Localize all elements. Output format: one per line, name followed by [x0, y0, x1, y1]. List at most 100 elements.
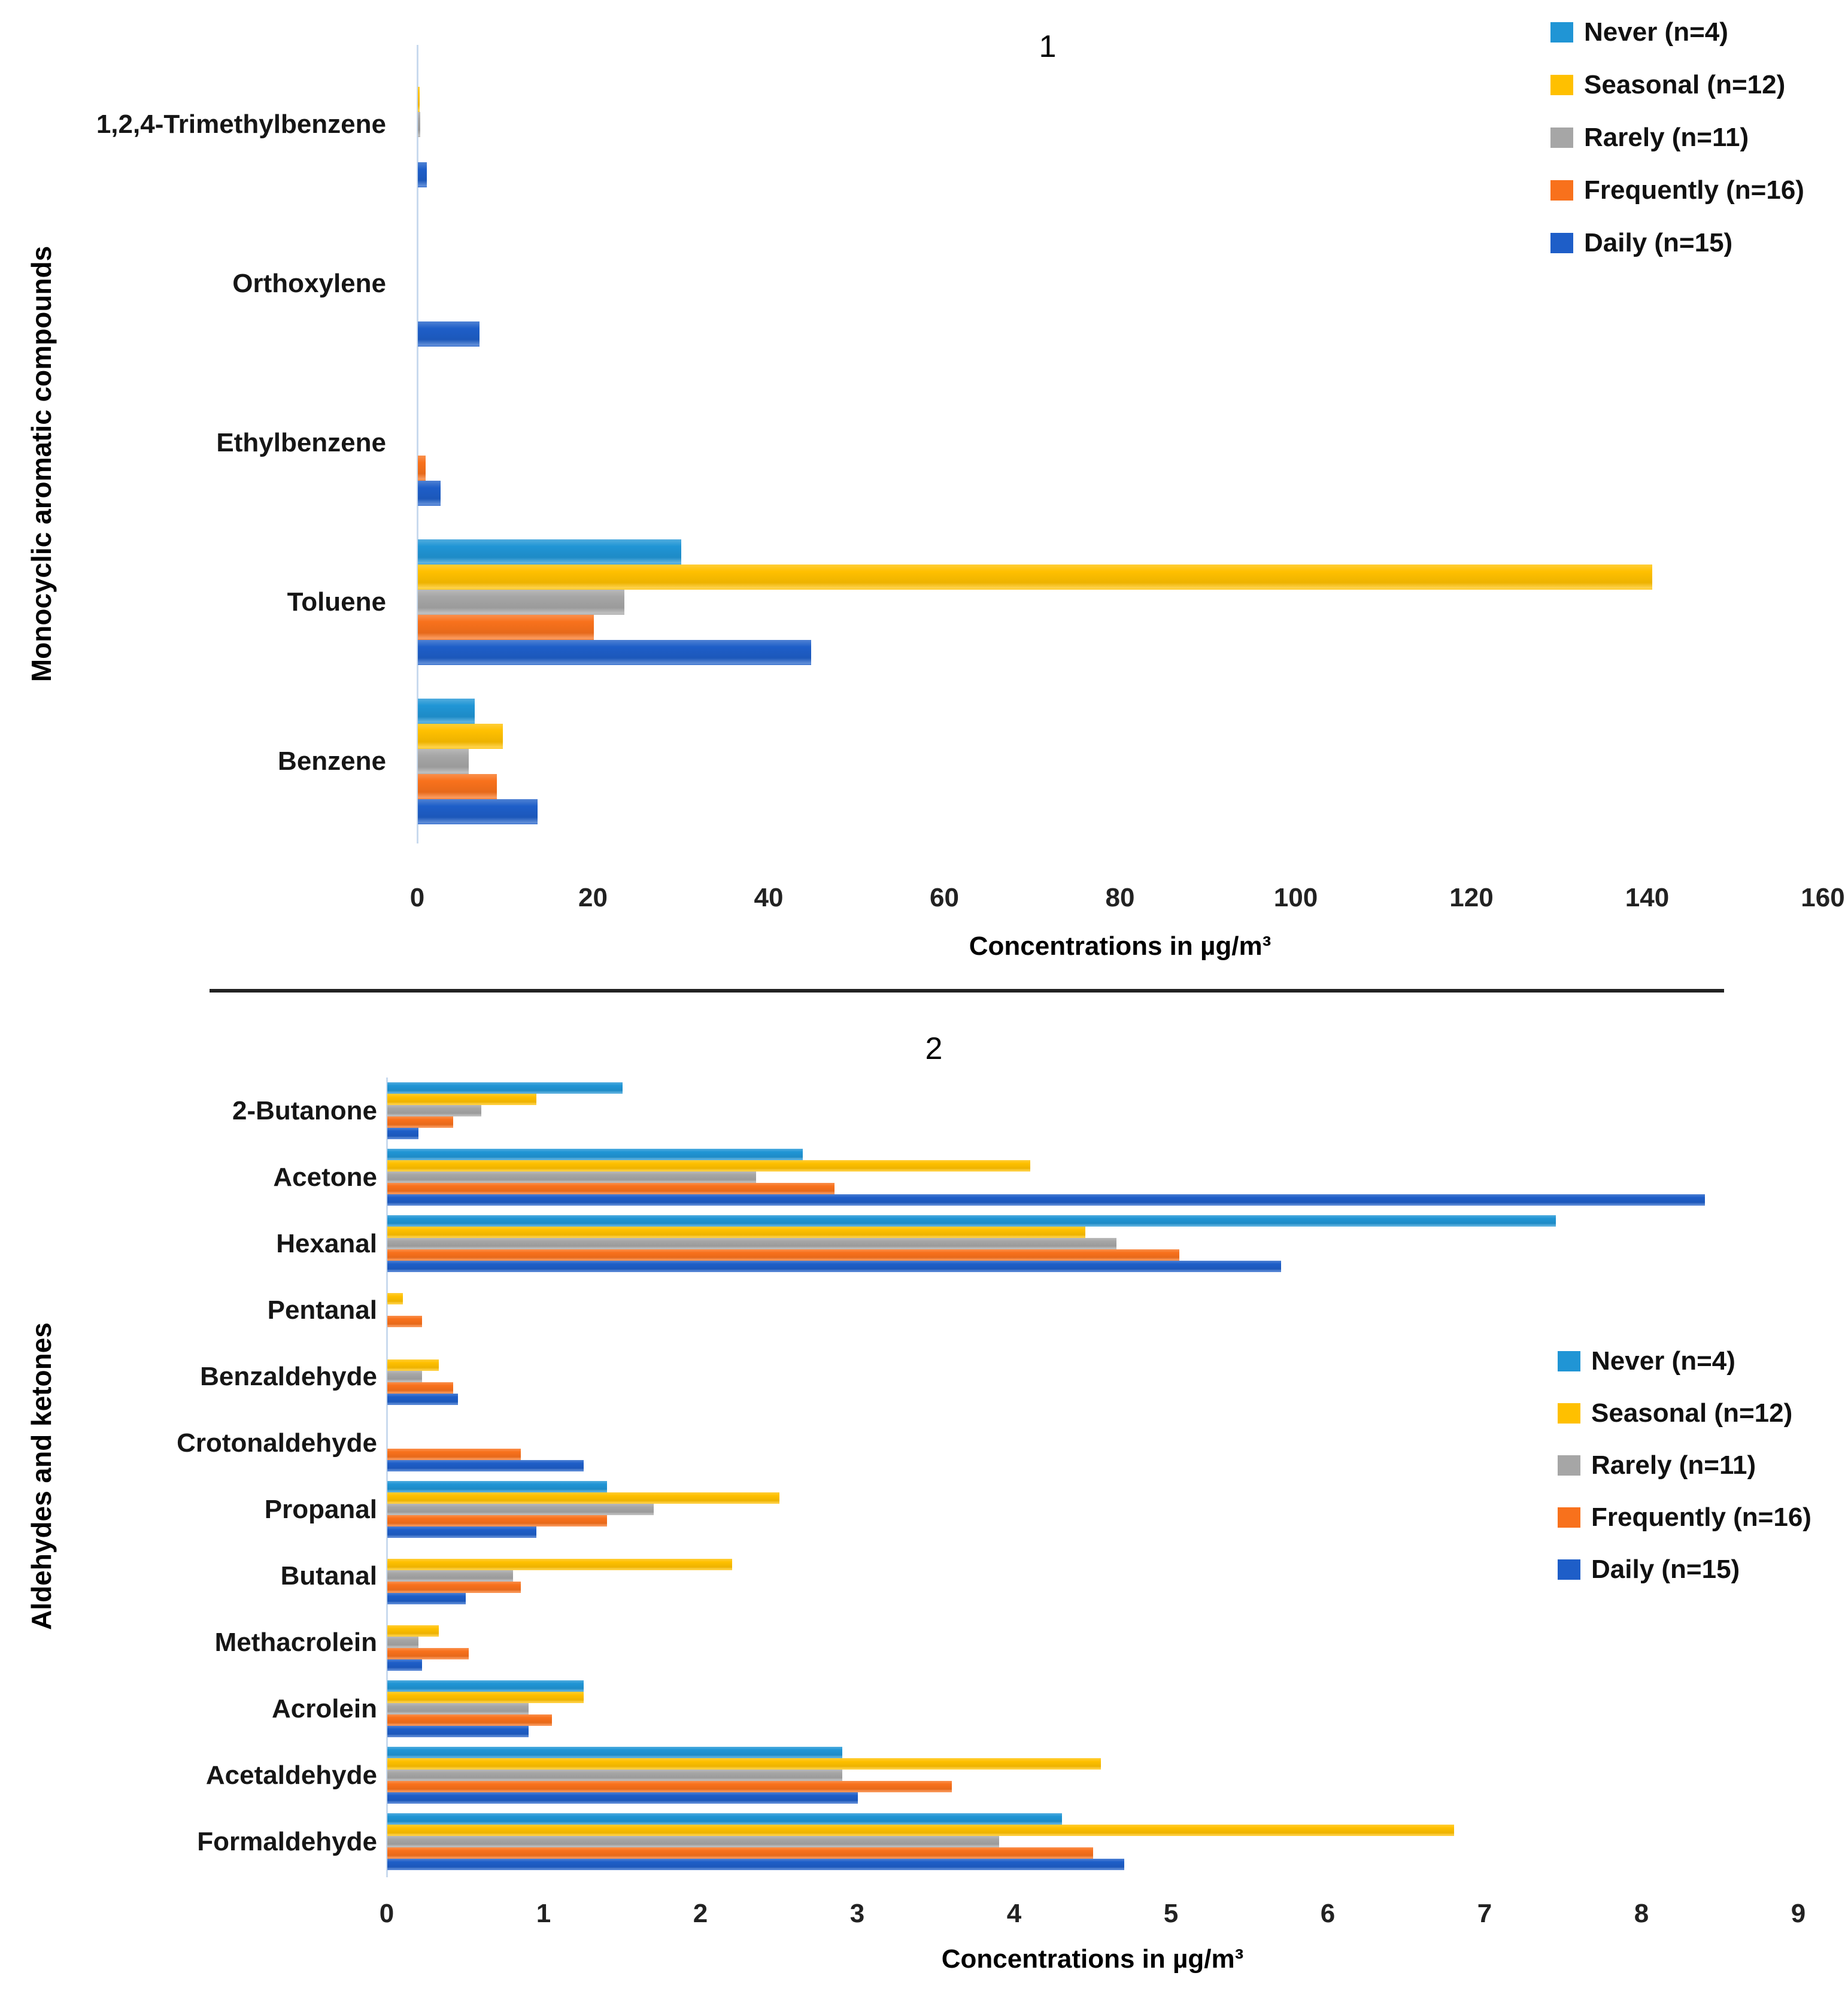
legend-swatch-frequently-icon	[1558, 1507, 1580, 1528]
bar-methacrolein-rarely	[387, 1637, 419, 1648]
category-label-toluene: Toluene	[287, 587, 386, 617]
x-tick-140: 140	[1625, 883, 1670, 912]
legend-item-seasonal: Seasonal (n=12)	[1558, 1398, 1792, 1429]
category-axis-line	[386, 1078, 388, 1877]
x-tick-120: 120	[1449, 883, 1494, 912]
bar-acetaldehyde-never	[387, 1747, 842, 1758]
category-label-methacrolein: Methacrolein	[214, 1627, 377, 1657]
category-label-benzaldehyde: Benzaldehyde	[200, 1361, 377, 1391]
bar-benzaldehyde-frequently	[387, 1382, 454, 1394]
x-tick-9: 9	[1791, 1899, 1806, 1928]
category-label-acetone: Acetone	[273, 1162, 377, 1192]
x-axis-title-chart2: Concentrations in µg/m³	[941, 1944, 1244, 1974]
legend-item-rarely: Rarely (n=11)	[1558, 1450, 1756, 1481]
legend-label: Seasonal (n=12)	[1591, 1398, 1793, 1428]
bar-acrolein-daily	[387, 1726, 529, 1737]
category-label-butanal: Butanal	[280, 1561, 377, 1591]
bar-acetone-never	[387, 1149, 803, 1160]
category-label-crotonaldehyde: Crotonaldehyde	[177, 1428, 377, 1458]
x-tick-0: 0	[379, 1899, 395, 1928]
legend-swatch-never-icon	[1550, 22, 1573, 43]
x-tick-8: 8	[1634, 1899, 1649, 1928]
x-tick-160: 160	[1801, 883, 1845, 912]
bar-2-butanone-never	[387, 1082, 623, 1094]
x-tick-3: 3	[849, 1899, 865, 1928]
bar-hexanal-frequently	[387, 1249, 1180, 1261]
bar-toluene-frequently	[418, 615, 594, 640]
bar-acetaldehyde-seasonal	[387, 1758, 1101, 1770]
bar-benzene-rarely	[418, 749, 469, 774]
bar-acetone-seasonal	[387, 1160, 1031, 1172]
bar-propanal-daily	[387, 1526, 536, 1538]
bar-butanal-daily	[387, 1593, 466, 1604]
bar-methacrolein-seasonal	[387, 1625, 439, 1637]
divider-line	[210, 989, 1724, 993]
legend-label: Rarely (n=11)	[1584, 123, 1749, 152]
legend-swatch-never-icon	[1558, 1351, 1580, 1371]
legend-item-never: Never (n=4)	[1550, 17, 1728, 48]
category-label-acetaldehyde: Acetaldehyde	[205, 1760, 377, 1790]
legend-label: Never (n=4)	[1584, 17, 1728, 47]
legend-label: Frequently (n=16)	[1591, 1503, 1811, 1532]
category-label-acrolein: Acrolein	[271, 1693, 377, 1723]
bar-butanal-frequently	[387, 1582, 521, 1593]
category-label-formaldehyde: Formaldehyde	[197, 1826, 377, 1856]
bar-hexanal-seasonal	[387, 1227, 1085, 1238]
x-tick-6: 6	[1320, 1899, 1336, 1928]
legend-swatch-seasonal-icon	[1558, 1403, 1580, 1424]
bar-propanal-never	[387, 1481, 607, 1492]
x-tick-5: 5	[1163, 1899, 1179, 1928]
category-label-hexanal: Hexanal	[276, 1228, 377, 1258]
bar-hexanal-never	[387, 1215, 1556, 1227]
bar-toluene-daily	[418, 640, 812, 665]
bar-acetone-daily	[387, 1194, 1705, 1206]
legend-label: Frequently (n=16)	[1584, 175, 1804, 205]
category-label-2-butanone: 2-Butanone	[232, 1095, 377, 1125]
x-tick-1: 1	[536, 1899, 551, 1928]
bar-benzene-daily	[418, 799, 538, 824]
legend-item-daily: Daily (n=15)	[1550, 227, 1732, 259]
x-tick-80: 80	[1105, 883, 1135, 912]
x-tick-4: 4	[1006, 1899, 1022, 1928]
bar-acrolein-frequently	[387, 1714, 553, 1726]
bar-1-2-4-trimethylbenzene-rarely	[418, 112, 421, 137]
bar-pentanal-seasonal	[387, 1293, 403, 1304]
category-label-benzene: Benzene	[278, 746, 386, 776]
legend-item-rarely: Rarely (n=11)	[1550, 122, 1749, 153]
x-tick-100: 100	[1273, 883, 1318, 912]
bar-2-butanone-rarely	[387, 1105, 482, 1116]
legend-swatch-rarely-icon	[1558, 1455, 1580, 1476]
bar-1-2-4-trimethylbenzene-seasonal	[418, 87, 420, 112]
bar-toluene-rarely	[418, 590, 624, 615]
legend-label: Never (n=4)	[1591, 1346, 1735, 1376]
x-tick-0: 0	[409, 883, 425, 912]
bar-acrolein-never	[387, 1680, 584, 1692]
bar-methacrolein-daily	[387, 1659, 422, 1671]
category-label-pentanal: Pentanal	[267, 1295, 377, 1325]
bar-2-butanone-frequently	[387, 1116, 454, 1128]
bar-pentanal-frequently	[387, 1316, 422, 1327]
bar-crotonaldehyde-daily	[387, 1460, 584, 1471]
legend-item-seasonal: Seasonal (n=12)	[1550, 69, 1785, 101]
bar-formaldehyde-rarely	[387, 1836, 999, 1847]
legend-item-daily: Daily (n=15)	[1558, 1554, 1740, 1585]
x-tick-2: 2	[693, 1899, 708, 1928]
legend-swatch-seasonal-icon	[1550, 75, 1573, 95]
bar-ethylbenzene-daily	[418, 481, 441, 506]
bar-acetone-rarely	[387, 1172, 756, 1183]
bar-acetaldehyde-rarely	[387, 1770, 842, 1781]
bar-hexanal-rarely	[387, 1238, 1117, 1249]
x-tick-7: 7	[1477, 1899, 1492, 1928]
x-tick-60: 60	[930, 883, 959, 912]
bar-hexanal-daily	[387, 1261, 1282, 1272]
category-label-ethylbenzene: Ethylbenzene	[216, 428, 386, 457]
bar-benzaldehyde-seasonal	[387, 1359, 439, 1371]
legend-swatch-daily-icon	[1550, 233, 1573, 253]
bar-benzaldehyde-rarely	[387, 1371, 422, 1382]
legend-swatch-rarely-icon	[1550, 128, 1573, 148]
legend-swatch-frequently-icon	[1550, 180, 1573, 201]
bar-toluene-seasonal	[418, 564, 1652, 590]
legend-item-never: Never (n=4)	[1558, 1346, 1735, 1377]
bar-orthoxylene-daily	[418, 321, 480, 347]
legend-item-frequently: Frequently (n=16)	[1558, 1502, 1811, 1533]
